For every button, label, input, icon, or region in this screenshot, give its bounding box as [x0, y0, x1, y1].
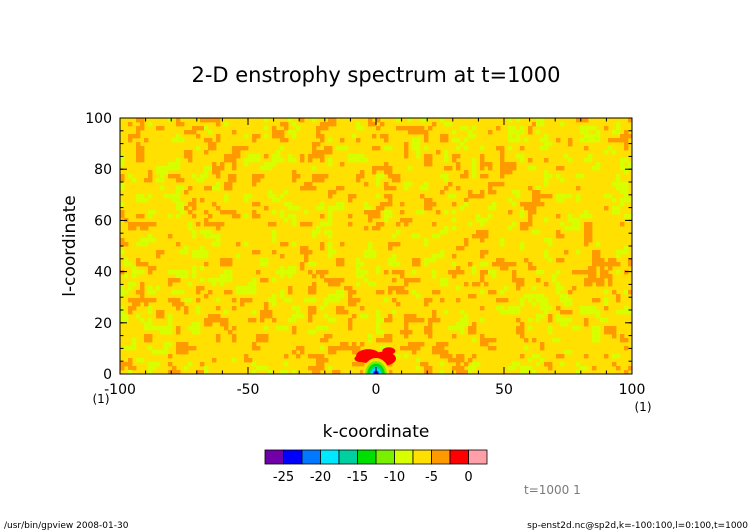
x-tick-label: 0 — [372, 382, 381, 398]
footer-program: /usr/bin/gpview 2008-01-30 — [4, 521, 129, 531]
y-tick-label: 100 — [85, 111, 112, 127]
x-axis-label: k-coordinate — [323, 422, 430, 442]
y-axis-unit: (1) — [93, 392, 110, 406]
colorbar-swatch — [283, 449, 303, 465]
x-axis: -100 -50 0 50 100 — [104, 118, 645, 398]
colorbar-swatch — [301, 449, 321, 465]
colorbar-tick-label: -15 — [347, 470, 368, 485]
colorbar-swatch — [375, 449, 395, 465]
colorbar-tick-label: -5 — [425, 470, 438, 485]
y-tick-label: 60 — [94, 213, 112, 229]
y-tick-label: 80 — [94, 162, 112, 178]
colorbar-tick-label: -10 — [384, 470, 405, 485]
colorbar-swatch — [357, 449, 377, 465]
x-tick-label: -100 — [104, 382, 136, 398]
colorbar-swatch — [394, 449, 414, 465]
x-tick-label: 50 — [495, 382, 513, 398]
plot-area — [119, 117, 633, 375]
colorbar-swatch — [412, 449, 432, 465]
y-tick-label: 20 — [94, 316, 112, 332]
colorbar-swatch — [449, 449, 469, 465]
footer-source: sp-enst2d.nc@sp2d,k=-100:100,l=0:100,t=1… — [527, 521, 748, 531]
x-axis-unit: (1) — [635, 400, 652, 414]
colorbar-swatch — [264, 449, 284, 465]
colorbar-tick-label: 0 — [464, 470, 472, 485]
colorbar-tick-label: -20 — [310, 470, 331, 485]
chart-title: 2-D enstrophy spectrum at t=1000 — [191, 63, 560, 87]
y-tick-label: 40 — [94, 265, 112, 281]
colorbar-swatch — [338, 449, 358, 465]
colorbar-swatch — [468, 449, 488, 465]
colorbar-tick-label: -25 — [273, 470, 294, 485]
enstrophy-field — [120, 118, 633, 375]
colorbar-swatch — [320, 449, 340, 465]
time-annotation: t=1000 1 — [524, 483, 581, 497]
x-tick-label: 100 — [619, 382, 646, 398]
y-axis: 0 20 40 60 80 100 — [85, 111, 632, 383]
central-peak — [354, 347, 396, 374]
x-tick-label: -50 — [237, 382, 260, 398]
y-tick-label: 0 — [103, 367, 112, 383]
colorbar-swatch — [431, 449, 451, 465]
y-axis-label: l-coordinate — [60, 195, 80, 297]
colorbar: -25 -20 -15 -10 -5 0 — [264, 449, 488, 485]
